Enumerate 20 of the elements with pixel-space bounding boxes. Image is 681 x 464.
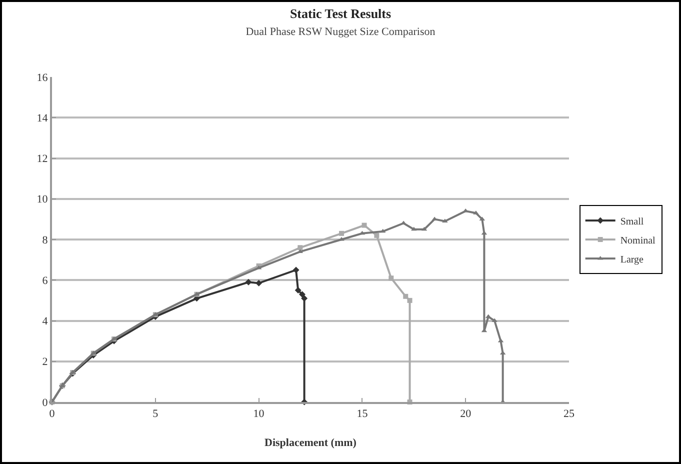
x-tick-label: 20 (460, 408, 472, 420)
legend-label: Large (620, 254, 644, 266)
y-tick-label: 6 (42, 274, 48, 287)
y-tick-label: 10 (36, 194, 48, 206)
legend-label: Small (620, 216, 644, 228)
y-tick-label: 0 (42, 396, 48, 409)
chart-subtitle: Dual Phase RSW Nugget Size Comparison (246, 26, 436, 38)
y-tick-label: 12 (36, 153, 48, 166)
y-tick-label: 2 (42, 356, 48, 368)
y-tick-label: 14 (36, 112, 48, 124)
y-tick-label: 8 (42, 234, 48, 246)
x-tick-label: 15 (356, 408, 368, 420)
chart-title: Static Test Results (290, 6, 392, 22)
x-axis-title: Displacement (mm) (264, 437, 357, 449)
y-tick-label: 4 (42, 316, 48, 328)
y-tick-label: 16 (36, 72, 48, 84)
x-tick-label: 10 (253, 408, 265, 420)
x-tick-label: 5 (152, 408, 159, 420)
x-tick-label: 25 (564, 408, 575, 420)
legend-label: Nominal (620, 235, 656, 246)
